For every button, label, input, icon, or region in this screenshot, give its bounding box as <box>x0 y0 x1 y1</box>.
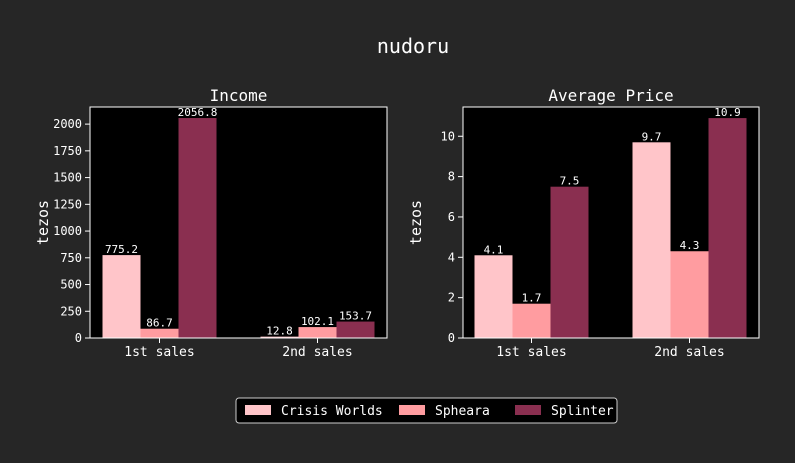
bar <box>550 186 589 338</box>
chart-panel-2: Average Price tezos 0 2 4 6 8 10 4.1 1.7 7.5 1st sa… <box>407 86 760 360</box>
x-tick-label: 1st sales <box>124 345 194 360</box>
bar <box>708 118 747 338</box>
y-axis-label: tezos <box>34 200 52 245</box>
y-tick-label: 0 <box>448 331 455 345</box>
y-tick-label: 6 <box>448 210 455 224</box>
data-label: 153.7 <box>339 310 372 323</box>
x-tick-label: 1st sales <box>496 345 566 360</box>
bar <box>474 255 513 338</box>
data-label: 10.9 <box>714 106 741 119</box>
y-tick-label: 1000 <box>53 224 82 238</box>
y-tick-label: 1250 <box>53 197 82 211</box>
y-tick-label: 1750 <box>53 144 82 158</box>
y-tick-label: 4 <box>448 250 455 264</box>
y-tick-label: 0 <box>75 331 82 345</box>
data-label: 4.1 <box>484 243 504 256</box>
plot-frame <box>462 106 760 339</box>
data-label: 775.2 <box>105 243 138 256</box>
panel-title: Income <box>210 86 268 105</box>
legend-label: Splinter <box>551 404 614 419</box>
plot-frame <box>89 106 388 339</box>
y-tick-label: 2000 <box>53 117 82 131</box>
bar <box>260 336 299 338</box>
data-label: 86.7 <box>146 317 173 330</box>
data-label: 102.1 <box>301 315 334 328</box>
data-label: 2056.8 <box>178 106 218 119</box>
y-tick-label: 10 <box>441 129 455 143</box>
data-label: 7.5 <box>560 175 580 188</box>
bar <box>140 328 179 338</box>
y-tick-label: 750 <box>60 251 82 265</box>
legend-label: Spheara <box>435 404 490 419</box>
y-tick-label: 500 <box>60 278 82 292</box>
legend-box <box>235 397 618 424</box>
x-tick-label: 2nd sales <box>282 345 352 360</box>
data-label: 1.7 <box>522 292 542 305</box>
data-label: 12.8 <box>266 325 293 338</box>
legend: Crisis Worlds Spheara Splinter <box>235 397 618 424</box>
legend-swatch <box>399 405 425 415</box>
legend-swatch <box>515 405 541 415</box>
data-label: 9.7 <box>642 130 662 143</box>
bar <box>102 255 141 338</box>
bar <box>336 321 375 338</box>
y-tick-label: 2 <box>448 291 455 305</box>
y-tick-label: 250 <box>60 304 82 318</box>
bar <box>670 251 709 338</box>
y-axis-label: tezos <box>407 200 425 245</box>
chart-panel-1: Income tezos 0 250 500 750 1000 1250 1500 1750 200… <box>34 86 388 360</box>
legend-swatch <box>245 405 271 415</box>
bar <box>298 327 337 338</box>
y-tick-label: 1500 <box>53 171 82 185</box>
data-label: 4.3 <box>680 239 700 252</box>
bar <box>178 118 217 338</box>
bar <box>632 142 671 338</box>
y-tick-label: 8 <box>448 170 455 184</box>
panel-title: Average Price <box>548 86 673 105</box>
legend-item: Spheara <box>399 404 490 419</box>
bar <box>512 303 551 338</box>
legend-item: Crisis Worlds <box>245 404 383 419</box>
figure-title: nudoru <box>377 34 449 58</box>
legend-label: Crisis Worlds <box>281 404 383 419</box>
legend-item: Splinter <box>515 404 614 419</box>
x-tick-label: 2nd sales <box>654 345 724 360</box>
